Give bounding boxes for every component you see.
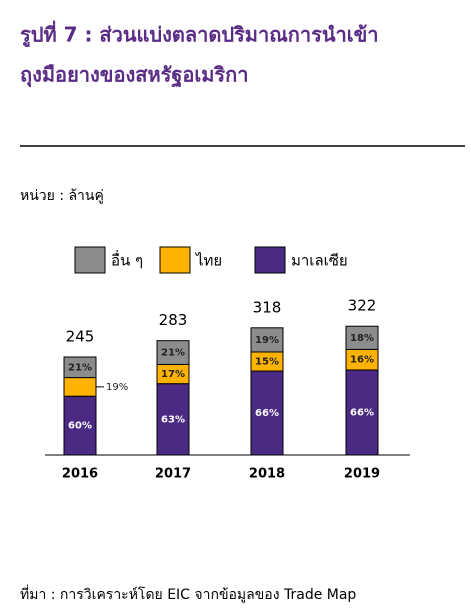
- source: ที่มา : การวิเคราะห์โดย EIC จากข้อมูลของ…: [20, 585, 356, 603]
- bar-segment: [156, 383, 190, 456]
- legend-label: มาเลเซีย: [291, 252, 348, 270]
- data-label: 16%: [350, 355, 374, 366]
- bar-segment: [250, 327, 284, 353]
- legend-label: อื่น ๆ: [111, 250, 143, 270]
- data-label: 19%: [106, 382, 128, 393]
- bar-segment: [63, 356, 97, 379]
- bar-segment: [156, 340, 190, 365]
- data-label: 60%: [68, 421, 92, 432]
- legend-label: ไทย: [195, 252, 222, 270]
- data-label: 19%: [255, 335, 279, 346]
- bar-segment: [63, 377, 97, 397]
- x-tick-label: 2016: [62, 467, 98, 482]
- data-label: 21%: [161, 348, 185, 359]
- bar-segment: [63, 395, 97, 456]
- total-label: 283: [159, 311, 188, 329]
- data-label: 63%: [161, 414, 185, 425]
- x-tick-label: 2018: [249, 467, 285, 482]
- legend-swatch: [159, 246, 191, 274]
- data-label: 66%: [255, 408, 279, 419]
- bar-segment: [345, 325, 379, 350]
- unit-label: หน่วย : ล้านคู่: [20, 188, 104, 204]
- x-tick-label: 2017: [155, 467, 191, 482]
- legend-swatch: [74, 246, 106, 274]
- data-label: 15%: [255, 357, 279, 368]
- title-line: ถุงมือยางของสหรัฐอเมริกา: [20, 63, 249, 89]
- total-label: 318: [253, 298, 282, 316]
- data-label: 66%: [350, 407, 374, 418]
- bar-segment: [345, 369, 379, 456]
- data-label: 18%: [350, 333, 374, 344]
- legend-swatch: [254, 246, 286, 274]
- x-tick-label: 2019: [344, 467, 380, 482]
- total-label: 322: [348, 297, 377, 315]
- data-label: 21%: [68, 362, 92, 373]
- data-label: 17%: [161, 369, 185, 380]
- title-line: รูปที่ 7 : ส่วนแบ่งตลาดปริมาณการนำเข้า: [20, 20, 378, 49]
- total-label: 245: [66, 328, 95, 346]
